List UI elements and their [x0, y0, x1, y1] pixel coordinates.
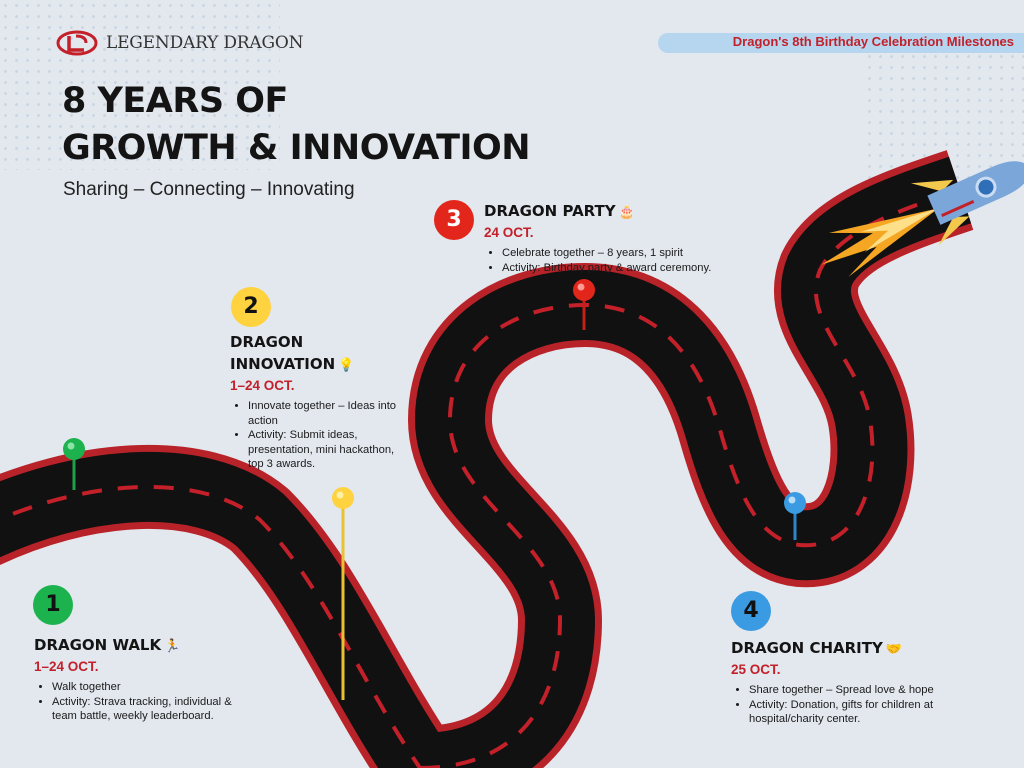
milestone-1-number-badge: 1: [33, 585, 73, 625]
milestone-title: DRAGON WALK 🏃: [34, 634, 244, 658]
list-item: Activity: Donation, gifts for children a…: [749, 698, 991, 727]
milestone-date: 1–24 OCT.: [230, 378, 295, 393]
milestone-date: 24 OCT.: [484, 225, 534, 240]
page-title: 8 YEARS OF GROWTH & INNOVATION: [62, 78, 531, 172]
milestone-2-number-badge: 2: [231, 287, 271, 327]
milestone-title-line-2: INNOVATION: [230, 355, 336, 373]
list-item: Activity: Birthday party & award ceremon…: [502, 261, 804, 276]
pin-blue: [784, 492, 806, 540]
milestone-date: 1–24 OCT.: [34, 659, 99, 674]
milestone-title: DRAGON INNOVATION 💡: [230, 331, 410, 377]
list-item: Activity: Submit ideas, presentation, mi…: [248, 428, 410, 472]
brand-name: LEGENDARY DRAGON: [106, 33, 304, 53]
header-banner: Dragon's 8th Birthday Celebration Milest…: [658, 33, 1024, 53]
title-line-2: GROWTH & INNOVATION: [62, 128, 531, 168]
lightbulb-emoji-icon: 💡: [338, 358, 355, 373]
dot-pattern-top-left: [0, 0, 280, 170]
milestone-title-text: DRAGON PARTY: [484, 202, 616, 220]
milestone-bullets: Innovate together – Ideas into action Ac…: [230, 399, 410, 472]
pin-green: [63, 438, 85, 490]
road-lane-markings: [0, 188, 961, 768]
milestone-bullets: Celebrate together – 8 years, 1 spirit A…: [484, 246, 804, 275]
milestone-dragon-charity: DRAGON CHARITY🤝 25 OCT. Share together –…: [731, 637, 991, 727]
milestone-bullets: Share together – Spread love & hope Acti…: [731, 683, 991, 727]
milestone-title-line-1: DRAGON: [230, 333, 304, 351]
banner-text: Dragon's 8th Birthday Celebration Milest…: [732, 34, 1014, 49]
handshake-emoji-icon: 🤝: [885, 642, 903, 657]
list-item: Walk together: [52, 680, 244, 695]
milestone-title: DRAGON CHARITY 🤝: [731, 637, 991, 661]
list-item: Share together – Spread love & hope: [749, 683, 991, 698]
milestone-4-number-badge: 4: [731, 591, 771, 631]
page-subtitle: Sharing – Connecting – Innovating: [63, 179, 355, 200]
milestone-dragon-party: DRAGON PARTY🎂 24 OCT. Celebrate together…: [484, 200, 804, 275]
brand-logo: LEGENDARY DRAGON: [56, 30, 303, 56]
milestone-bullets: Walk together Activity: Strava tracking,…: [34, 680, 244, 724]
title-line-1: 8 YEARS OF: [62, 81, 288, 121]
dragon-logo-icon: [56, 30, 98, 56]
milestone-3-number-badge: 3: [434, 200, 474, 240]
pin-red: [573, 279, 595, 330]
milestone-date: 25 OCT.: [731, 662, 781, 677]
milestone-title-text: DRAGON CHARITY: [731, 639, 883, 657]
list-item: Celebrate together – 8 years, 1 spirit: [502, 246, 804, 261]
list-item: Activity: Strava tracking, individual & …: [52, 695, 244, 724]
running-emoji-icon: 🏃: [164, 639, 181, 654]
milestone-dragon-walk: DRAGON WALK🏃 1–24 OCT. Walk together Act…: [34, 634, 244, 724]
milestone-title-text: DRAGON WALK: [34, 636, 162, 654]
milestone-title: DRAGON PARTY 🎂: [484, 200, 804, 224]
pin-yellow: [332, 487, 354, 700]
milestone-dragon-innovation: DRAGON INNOVATION💡 1–24 OCT. Innovate to…: [230, 331, 410, 472]
cake-emoji-icon: 🎂: [618, 205, 635, 220]
list-item: Innovate together – Ideas into action: [248, 399, 410, 428]
